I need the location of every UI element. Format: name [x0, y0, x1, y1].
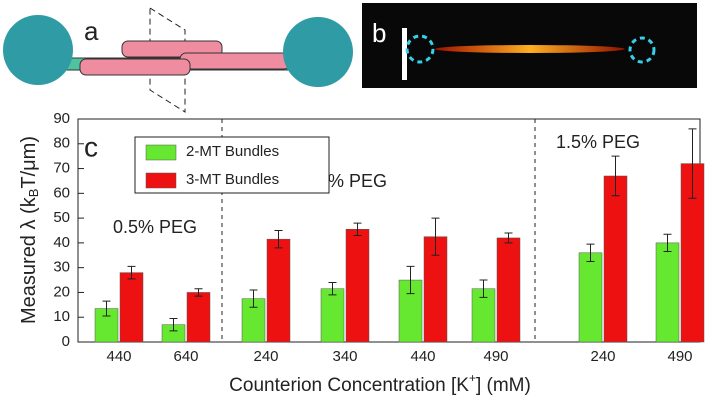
error-bar [663, 233, 672, 253]
legend-swatch [145, 144, 177, 161]
error-bar [479, 279, 488, 298]
x-tick-label: 240 [590, 348, 615, 365]
panel-label: c [84, 131, 98, 162]
group-annotation: 1.5% PEG [556, 132, 640, 152]
bar [603, 175, 628, 343]
error-bar [194, 288, 203, 297]
bead [3, 15, 73, 85]
bar [496, 237, 521, 343]
error-bar [353, 222, 362, 236]
error-bar [504, 232, 513, 244]
y-tick-label: 80 [53, 135, 70, 152]
error-bar [274, 230, 283, 249]
bar [186, 292, 211, 343]
y-tick-label: 0 [62, 333, 70, 350]
error-bar [169, 317, 178, 332]
legend-label: 3-MT Bundles [186, 171, 279, 188]
bar [578, 252, 603, 343]
panel-label: a [84, 16, 99, 46]
y-tick-label: 10 [53, 308, 70, 325]
bundle-signal [435, 45, 625, 53]
error-bar [328, 282, 337, 296]
fluorescence-image [362, 3, 697, 88]
error-bar [611, 155, 620, 197]
y-tick-label: 60 [53, 184, 70, 201]
x-label-part: ] (mM) [476, 375, 531, 396]
error-bar [127, 265, 136, 280]
bar [320, 288, 345, 343]
y-label-part: Measured λ (k [18, 196, 40, 324]
x-tick-label: 240 [253, 348, 278, 365]
bead [283, 17, 353, 87]
legend-label: 2-MT Bundles [186, 143, 279, 160]
trap-marker [405, 34, 435, 64]
error-bar [406, 265, 415, 295]
x-tick-label: 490 [483, 348, 508, 365]
y-tick-label: 30 [53, 259, 70, 276]
error-bar [586, 243, 595, 262]
x-label-part: + [469, 371, 476, 385]
error-bar [249, 289, 258, 308]
x-tick-label: 490 [667, 348, 692, 365]
x-tick-label: 440 [410, 348, 435, 365]
x-axis-label: Counterion Concentration [K+] (mM) [229, 371, 531, 396]
y-axis-label: Measured λ (kBT/μm) [18, 136, 41, 324]
x-tick-label: 440 [106, 348, 131, 365]
panel-label: b [372, 18, 386, 48]
y-label-part: T/μm) [18, 136, 40, 189]
y-tick-label: 90 [53, 110, 70, 127]
microtubule [179, 52, 291, 70]
error-bar [431, 217, 440, 256]
microtubule [79, 58, 191, 76]
trap-marker [628, 36, 656, 64]
legend-swatch [145, 172, 177, 189]
bundle-illustration [3, 7, 353, 113]
x-label-part: Counterion Concentration [K [229, 375, 469, 396]
error-bar [102, 300, 111, 317]
scale-bar [402, 28, 407, 80]
bar [345, 229, 370, 343]
y-label-part: B [26, 189, 41, 198]
x-tick-label: 640 [173, 348, 198, 365]
y-tick-label: 50 [53, 209, 70, 226]
y-tick-label: 20 [53, 283, 70, 300]
group-annotation: 0.5% PEG [113, 217, 197, 237]
bar [655, 242, 680, 343]
bar [119, 272, 144, 343]
y-tick-label: 70 [53, 160, 70, 177]
bar [266, 238, 291, 343]
error-bar [688, 128, 697, 199]
x-tick-label: 340 [332, 348, 357, 365]
y-tick-label: 40 [53, 234, 70, 251]
